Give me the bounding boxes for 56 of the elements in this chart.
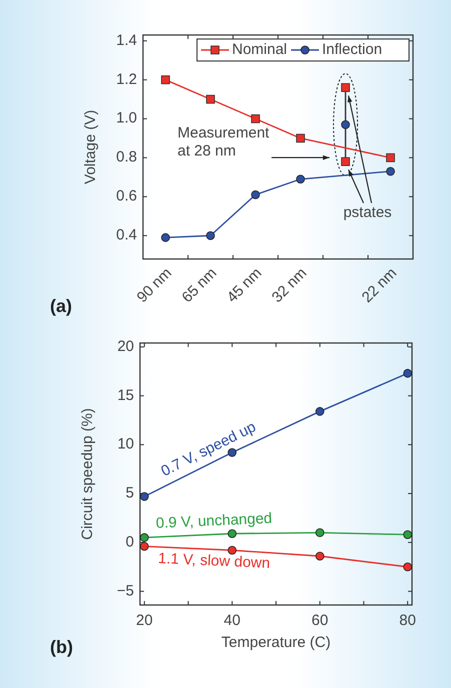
y-axis-title: Circuit speedup (%) (79, 408, 96, 540)
x-tick-label: 32 nm (268, 264, 310, 306)
y-tick-label: 0.6 (116, 188, 137, 205)
y-tick-label: 0 (126, 533, 134, 550)
point (386, 153, 395, 162)
annotation: Measurement at 28 nm (178, 124, 270, 160)
point (315, 528, 324, 538)
point (161, 233, 170, 242)
x-axis-title: Temperature (C) (221, 634, 331, 651)
series-label: 0.9 V, unchanged (156, 510, 272, 532)
point (206, 94, 215, 104)
y-axis-title: Voltage (V) (82, 110, 99, 184)
point (403, 530, 412, 540)
x-tick-label: 65 nm (178, 264, 220, 306)
y-tick-label: 10 (117, 436, 134, 453)
point (403, 562, 412, 572)
point (315, 552, 324, 561)
legend-label: Inflection (322, 40, 382, 58)
point (251, 190, 260, 200)
x-tick-label: 20 (136, 612, 153, 629)
legend-label: Nominal (232, 40, 288, 58)
point (341, 120, 350, 129)
x-tick-label: 60 (312, 612, 328, 629)
point (206, 231, 215, 240)
y-tick-label: 1.4 (116, 32, 137, 49)
y-tick-label: 0.8 (116, 148, 137, 166)
y-tick-label: 5 (126, 484, 134, 502)
annotation: pstates (343, 204, 392, 221)
point (341, 83, 350, 92)
y-tick-label: 1.0 (116, 110, 137, 127)
y-tick-label: 20 (117, 338, 134, 355)
point (341, 157, 350, 166)
text: (b) (50, 637, 73, 657)
text: (a) (50, 296, 72, 316)
point (140, 492, 149, 501)
point (315, 407, 324, 416)
x-tick-label: 90 nm (134, 264, 176, 306)
point (228, 546, 237, 555)
point (296, 134, 305, 143)
x-tick-label: 80 (399, 612, 416, 629)
point (140, 533, 149, 542)
point (403, 368, 412, 378)
y-tick-label: −5 (116, 582, 134, 600)
point (296, 174, 305, 184)
y-tick-label: 0.4 (116, 226, 137, 244)
point (251, 114, 260, 124)
point (228, 529, 237, 538)
point (161, 75, 170, 84)
point (140, 542, 149, 551)
x-tick-label: 40 (224, 612, 240, 629)
series-label: 1.1 V, slow down (158, 550, 270, 572)
point (386, 166, 395, 176)
y-tick-label: 15 (117, 386, 134, 404)
x-tick-label: 22 nm (358, 264, 400, 306)
x-tick-label: 45 nm (224, 264, 266, 306)
y-tick-label: 1.2 (116, 70, 137, 88)
